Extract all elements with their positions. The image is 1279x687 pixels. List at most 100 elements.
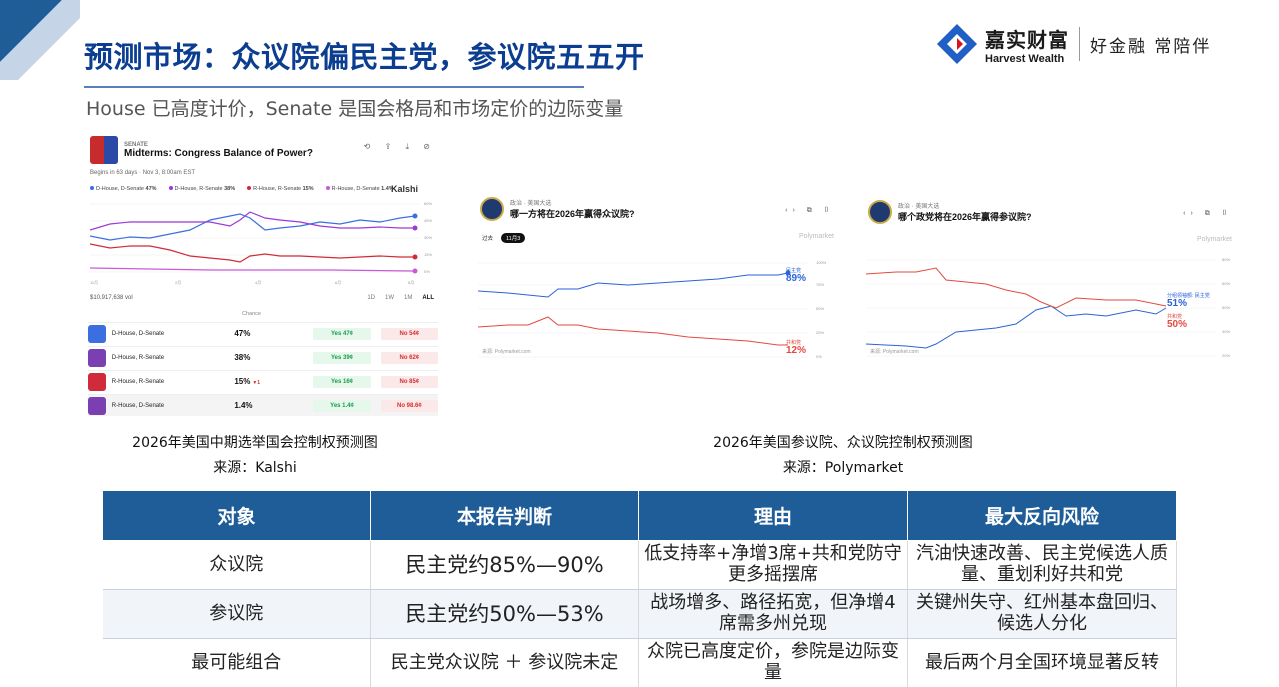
kalshi-tag: SENATE: [124, 141, 148, 148]
senate-seal-icon: [868, 200, 892, 224]
col-header: 本报告判断: [370, 490, 639, 541]
svg-text:60%: 60%: [424, 201, 432, 206]
logo-slogan: 好金融 常陪伴: [1090, 36, 1212, 57]
dem-label: 分组领袖额: 民主党: [1167, 293, 1210, 299]
capitol-icon: [88, 396, 106, 415]
brand-logo: 嘉实财富 Harvest Wealth 好金融 常陪伴: [935, 22, 1211, 66]
rep-label: 共和党: [786, 340, 802, 346]
svg-text:60%: 60%: [1222, 281, 1230, 286]
kalshi-range-tabs[interactable]: 1D 1W 1M ALL: [367, 295, 434, 301]
kalshi-legend: D-House, D-Senate 47% D-House, R-Senate …: [90, 186, 394, 192]
svg-text:6月: 6月: [335, 280, 341, 285]
rep-label: 共和党: [1167, 314, 1183, 320]
table-cell: 汽油快速改善、民主党候选人质量、重划利好共和党: [907, 540, 1177, 590]
dem-value: 51%: [1167, 298, 1188, 309]
kalshi-row[interactable]: R-House, R-Senate 15% ▼1 Yes 16¢ No 85¢: [88, 370, 438, 392]
page-subtitle: House 已高度计价，Senate 是国会格局和市场定价的边际变量: [86, 98, 624, 120]
capitol-icon: [88, 372, 106, 391]
market-question: 哪一方将在2026年赢得众议院?: [510, 209, 635, 219]
kalshi-row[interactable]: D-House, R-Senate 38% Yes 39¢ No 62¢: [88, 346, 438, 368]
kalshi-screenshot: SENATE Midterms: Congress Balance of Pow…: [82, 130, 442, 420]
corner-decoration: [0, 0, 80, 80]
table-header-row: 对象 本报告判断 理由 最大反向风险: [102, 490, 1177, 541]
logo-mark-icon: [937, 24, 977, 64]
col-header: 最大反向风险: [907, 490, 1177, 541]
svg-text:30%: 30%: [424, 235, 432, 240]
no-button[interactable]: No 62¢: [380, 351, 438, 364]
filter-past[interactable]: 过去: [482, 236, 494, 242]
title-underline: [84, 86, 584, 88]
range-tab[interactable]: ALL: [422, 295, 434, 301]
table-cell: 民主党约85%—90%: [370, 540, 639, 590]
svg-text:8月: 8月: [408, 280, 414, 285]
kalshi-row[interactable]: D-House, D-Senate 47% Yes 47¢ No 54¢: [88, 322, 438, 344]
dem-label: 民主党: [786, 268, 802, 274]
rep-value: 50%: [1167, 319, 1188, 330]
no-button[interactable]: No 98.6¢: [380, 399, 438, 412]
kalshi-brand: Kalshi: [390, 184, 418, 194]
left-caption-source: 来源：Kalshi: [213, 460, 297, 476]
svg-text:0%: 0%: [424, 269, 430, 274]
legend-item: R-House, R-Senate 15%: [247, 186, 314, 192]
table-cell: 战场增多、路径拓宽，但净增4席需多州兑现: [638, 589, 908, 639]
svg-text:80%: 80%: [1222, 257, 1230, 262]
kalshi-row[interactable]: R-House, D-Senate 1.4% Yes 1.4¢ No 98.6¢: [88, 394, 438, 416]
table-cell: 最可能组合: [102, 638, 371, 687]
time-filters[interactable]: 过去 11月3: [482, 233, 526, 243]
yes-button[interactable]: Yes 47¢: [313, 327, 371, 340]
svg-text:15%: 15%: [424, 252, 432, 257]
col-header: 理由: [638, 490, 908, 541]
filter-active[interactable]: 11月3: [501, 233, 526, 243]
house-line-chart: 100% 75% 50% 25% 0%: [478, 260, 827, 359]
series-rd-line: [90, 267, 416, 272]
capitol-icon: [88, 324, 106, 343]
share-icons[interactable]: ‹› ⧉ ▯: [1183, 210, 1232, 217]
logo-name-en: Harvest Wealth: [985, 52, 1065, 65]
yes-button[interactable]: Yes 16¢: [313, 375, 371, 388]
svg-text:0%: 0%: [816, 354, 822, 359]
legend-item: D-House, D-Senate 47%: [90, 186, 157, 192]
kalshi-line-chart: 60% 45% 30% 15% 0% 11月 2月 4月 6月 8月: [90, 201, 432, 285]
svg-text:4月: 4月: [255, 280, 261, 285]
logo-divider: [1079, 27, 1080, 61]
table-cell: 众院已高度定价，参院是边际变量: [638, 638, 908, 687]
legend-item: D-House, R-Senate 38%: [168, 186, 235, 192]
series-rr-line: [90, 243, 415, 263]
party-flag-icon: [90, 136, 118, 164]
yes-button[interactable]: Yes 39¢: [313, 351, 371, 364]
svg-text:50%: 50%: [816, 306, 824, 311]
market-question: 哪个政党将在2026年赢得参议院?: [898, 212, 1032, 222]
polymarket-brand: Polymarket: [798, 233, 834, 240]
dem-line: [478, 272, 789, 298]
judgment-table: 对象 本报告判断 理由 最大反向风险 众议院 民主党约85%—90% 低支持率+…: [102, 490, 1177, 687]
rep-value: 12%: [786, 345, 807, 356]
table-row: 最可能组合 民主党众议院 ＋ 参议院未定 众院已高度定价，参院是边际变量 最后两…: [102, 638, 1177, 687]
source-note: 来源: Polymarket.com: [870, 349, 919, 355]
yes-button[interactable]: Yes 1.4¢: [313, 399, 371, 412]
series-dr-line: [90, 211, 415, 231]
polymarket-senate-screenshot: 政治 · 美国大选 哪个政党将在2026年赢得参议院? ‹› ⧉ ▯ Polym…: [862, 196, 1240, 392]
logo-name-cn: 嘉实财富: [985, 27, 1069, 52]
series-dd-line: [90, 213, 416, 241]
capitol-icon: [88, 348, 106, 367]
source-note: 来源: Polymarket.com: [482, 349, 531, 355]
kalshi-volume: $10,917,638 vol: [90, 295, 133, 301]
svg-text:25%: 25%: [816, 330, 824, 335]
range-tab[interactable]: 1M: [403, 295, 413, 301]
no-button[interactable]: No 85¢: [380, 375, 438, 388]
rep-line: [478, 316, 788, 346]
range-tab[interactable]: 1D: [367, 295, 375, 301]
table-row: 众议院 民主党约85%—90% 低支持率+净增3席+共和党防守更多摇摆席 汽油快…: [102, 540, 1177, 590]
table-cell: 众议院: [102, 540, 371, 590]
no-button[interactable]: No 54¢: [380, 327, 438, 340]
svg-text:11月: 11月: [90, 280, 98, 285]
kalshi-action-icons[interactable]: ⟲ ⇪ ⤓ ⊘: [363, 142, 436, 151]
svg-text:75%: 75%: [816, 282, 824, 287]
rep-line: [866, 267, 1167, 309]
share-icons[interactable]: ‹› ⧉ ▯: [785, 207, 834, 214]
right-caption-title: 2026年美国参议院、众议院控制权预测图: [713, 435, 973, 451]
range-tab[interactable]: 1W: [384, 295, 394, 301]
svg-text:100%: 100%: [816, 260, 827, 265]
right-caption-source: 来源：Polymarket: [782, 460, 904, 476]
kalshi-begins: Begins in 63 days · Nov 3, 8:00am EST: [90, 170, 196, 176]
